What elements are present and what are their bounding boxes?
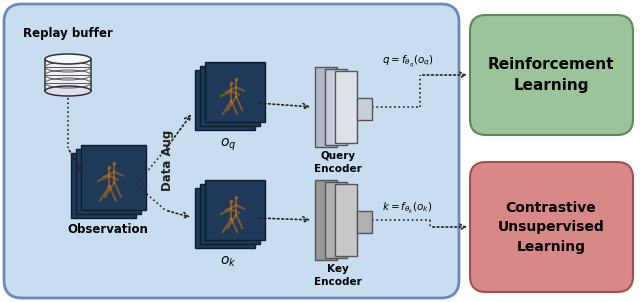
Text: Data Aug: Data Aug — [161, 129, 175, 191]
Bar — [205, 62, 265, 122]
FancyBboxPatch shape — [4, 4, 459, 298]
Bar — [70, 153, 136, 217]
Bar — [325, 69, 347, 145]
Text: $o_q$: $o_q$ — [220, 137, 236, 153]
Text: Query
Encoder: Query Encoder — [314, 151, 362, 174]
FancyBboxPatch shape — [470, 162, 633, 292]
Bar — [335, 184, 357, 256]
Polygon shape — [45, 59, 91, 91]
Bar — [76, 149, 141, 214]
FancyBboxPatch shape — [470, 15, 633, 135]
Bar — [357, 211, 372, 233]
Bar — [315, 67, 337, 147]
Text: Contrastive
Unsupervised
Learning: Contrastive Unsupervised Learning — [498, 201, 604, 253]
Text: Observation: Observation — [68, 223, 148, 236]
Bar — [195, 70, 255, 130]
Bar — [81, 144, 145, 210]
Text: Reinforcement
Learning: Reinforcement Learning — [488, 57, 614, 93]
Bar — [205, 180, 265, 240]
Ellipse shape — [45, 54, 91, 64]
Text: $q = f_{\theta_q}(o_q)$: $q = f_{\theta_q}(o_q)$ — [382, 54, 433, 70]
Bar — [315, 180, 337, 260]
Text: $k = f_{\theta_k}(o_k)$: $k = f_{\theta_k}(o_k)$ — [382, 201, 432, 216]
Bar — [195, 188, 255, 248]
Bar — [325, 182, 347, 258]
Bar — [357, 98, 372, 120]
Bar — [200, 184, 260, 244]
Text: Key
Encoder: Key Encoder — [314, 264, 362, 287]
Ellipse shape — [45, 86, 91, 96]
Text: $o_k$: $o_k$ — [220, 255, 236, 269]
Bar — [335, 71, 357, 143]
Bar — [200, 66, 260, 126]
Text: Replay buffer: Replay buffer — [23, 27, 113, 40]
